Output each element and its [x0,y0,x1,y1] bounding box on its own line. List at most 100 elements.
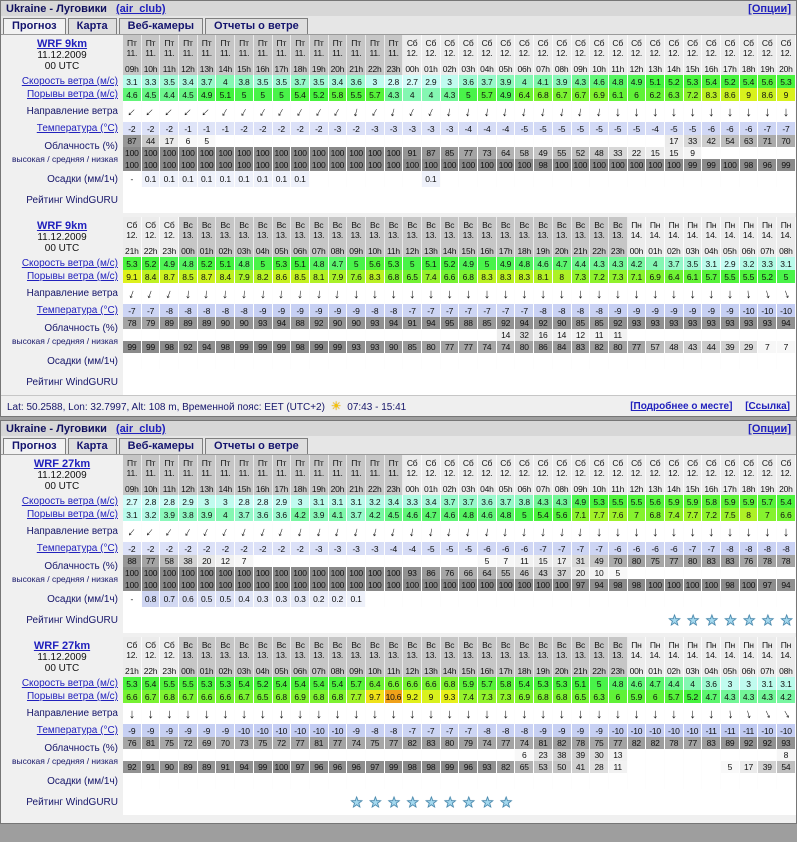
row-label-wind-gusts[interactable]: Порывы ветра (м/с) [26,509,118,520]
cloud-low-cell: 100 [459,579,479,591]
hour-cell: 19h [758,482,778,495]
day-cell: Пн 14. [683,217,703,244]
cloud-mid-cell [683,567,703,579]
day-cell: Сб 12. [664,35,684,62]
precip-cell [515,773,535,789]
tab-webcams-2[interactable]: Веб-камеры [118,438,204,454]
tab-map[interactable]: Карта [67,18,117,34]
row-label-wind-gusts[interactable]: Порывы ветра (м/с) [26,271,118,282]
hour-cell: 03h [683,664,703,677]
options-link-2[interactable]: [Опции] [748,423,791,435]
day-name: Сб [500,457,511,468]
row-label-wind-speed[interactable]: Скорость ветра (м/с) [21,678,118,689]
wind-speed-cell: 6.6 [384,677,404,690]
temperature-cell: -6 [702,122,721,135]
wind-gust-cell: 5 [253,88,273,101]
model-link[interactable]: WRF 9km [36,37,88,50]
cloud-low-cell: 99 [253,341,273,353]
wind-gust-cell: 4.2 [777,690,796,703]
cloud-high-cell: 93 [683,317,703,329]
wind-direction-cell: ↓ [291,703,310,724]
wind-direction-cell: ↓ [441,101,460,122]
wind-speed-cell: 3.1 [309,495,329,508]
wind-direction-cell: ↓ [366,703,385,724]
model-link[interactable]: WRF 27km [33,457,91,470]
tab-webcams[interactable]: Веб-камеры [118,18,204,34]
row-label-wind-speed[interactable]: Скорость ветра (м/с) [21,76,118,87]
model-link[interactable]: WRF 9km [36,219,88,232]
wind-gust-cell: 6.8 [534,88,553,101]
wind-gust-cell: 5.7 [478,88,497,101]
model-link[interactable]: WRF 27km [33,639,91,652]
tab-forecast-2[interactable]: Прогноз [3,438,66,454]
cloud-high-cell: 92 [739,737,759,749]
day-date: 13. [499,229,512,240]
row-label-wind-gusts[interactable]: Порывы ветра (м/с) [26,691,118,702]
cloud-high-cell: 74 [347,737,366,749]
wind-gust-cell: 5.4 [291,88,310,101]
wind-gust-cell: 8.3 [496,270,516,283]
row-label-temperature[interactable]: Температура (°C) [36,305,118,316]
row-label-temperature[interactable]: Температура (°C) [36,123,118,134]
tab-wind-reports[interactable]: Отчеты о ветре [205,18,308,34]
wind-gust-cell: 6.8 [160,690,180,703]
precip-cell [758,773,778,789]
wind-direction-cell: ↓ [721,101,740,122]
temperature-cell: -2 [272,122,292,135]
cloud-low-cell: 100 [440,579,460,591]
cloud-high-cell: 33 [683,135,703,147]
wind-speed-cell: 5.3 [384,257,404,270]
wind-gust-cell: 5.2 [758,270,778,283]
day-date: 11. [126,467,138,478]
hour-cell: 18h [291,62,310,75]
cloud-mid-cell [328,749,348,761]
temperature-row: -9 -9 -9 -9 -9 -9 -10 -10 -10 -10 -10 -10 -9 -8 -8 -7 -7… [123,724,796,737]
cloud-high-cell: 5 [197,135,217,147]
hour-cell: 10h [590,482,609,495]
temperature-cell: -8 [160,304,180,317]
wind-speed-cell: 3.7 [459,495,479,508]
wind-gust-cell: 6.8 [534,690,553,703]
cloud-low-cell: 99 [272,341,292,353]
wind-direction-cell: ↓ [534,521,553,542]
day-name: Сб [556,37,567,48]
tab-map-2[interactable]: Карта [67,438,117,454]
cloud-mid-cell [646,329,665,341]
wind-direction-arrow-icon: ↓ [145,285,157,302]
day-cell: Пт 11. [365,35,385,62]
temperature-cell: -9 [347,304,366,317]
hour-cell: 21h [123,244,142,257]
row-label-wind-gusts[interactable]: Порывы ветра (м/с) [26,89,118,100]
row-label-cloud-cover: Облачность (%) высокая / средняя / низкая [1,135,123,171]
row-label-wind-speed[interactable]: Скорость ветра (м/с) [21,496,118,507]
row-label-temperature[interactable]: Температура (°C) [36,543,118,554]
cloud-low-cell: 100 [384,579,404,591]
cloud-high-cell [459,135,479,147]
options-link[interactable]: [Опции] [748,3,791,15]
cloud-high-cell [590,135,609,147]
more-about-spot-link[interactable]: [Подробнее о месте] [630,400,733,412]
wind-direction-cell: ↓ [329,283,348,304]
day-name: Пт [332,37,343,48]
row-label-wind-speed[interactable]: Скорость ветра (м/с) [21,258,118,269]
cloud-mid-cell: 100 [123,567,142,579]
spot-club-link-2[interactable]: (air_club) [115,423,166,435]
day-date: 13. [219,229,231,240]
day-date: 13. [331,649,344,660]
temperature-cell: -9 [702,304,721,317]
precip-cell [197,773,217,789]
spot-club-link[interactable]: (air_club) [115,3,166,15]
wind-direction-cell: ↓ [758,283,778,304]
day-name: Сб [761,457,773,468]
tab-wind-reports-2[interactable]: Отчеты о ветре [205,438,308,454]
hour-cell: 19h [534,664,553,677]
wind-gust-cell: 4.7 [422,508,441,521]
day-date: 14. [705,649,717,660]
url-link[interactable]: [Ссылка] [745,400,790,412]
rating-star-icon: ★ [387,793,401,810]
tab-forecast[interactable]: Прогноз [3,18,66,34]
cloud-low-cell: 100 [646,159,665,171]
wind-direction-arrow-icon: ↓ [332,523,343,540]
row-label-temperature[interactable]: Температура (°C) [36,725,118,736]
wind-speed-cell: 5 [590,677,609,690]
